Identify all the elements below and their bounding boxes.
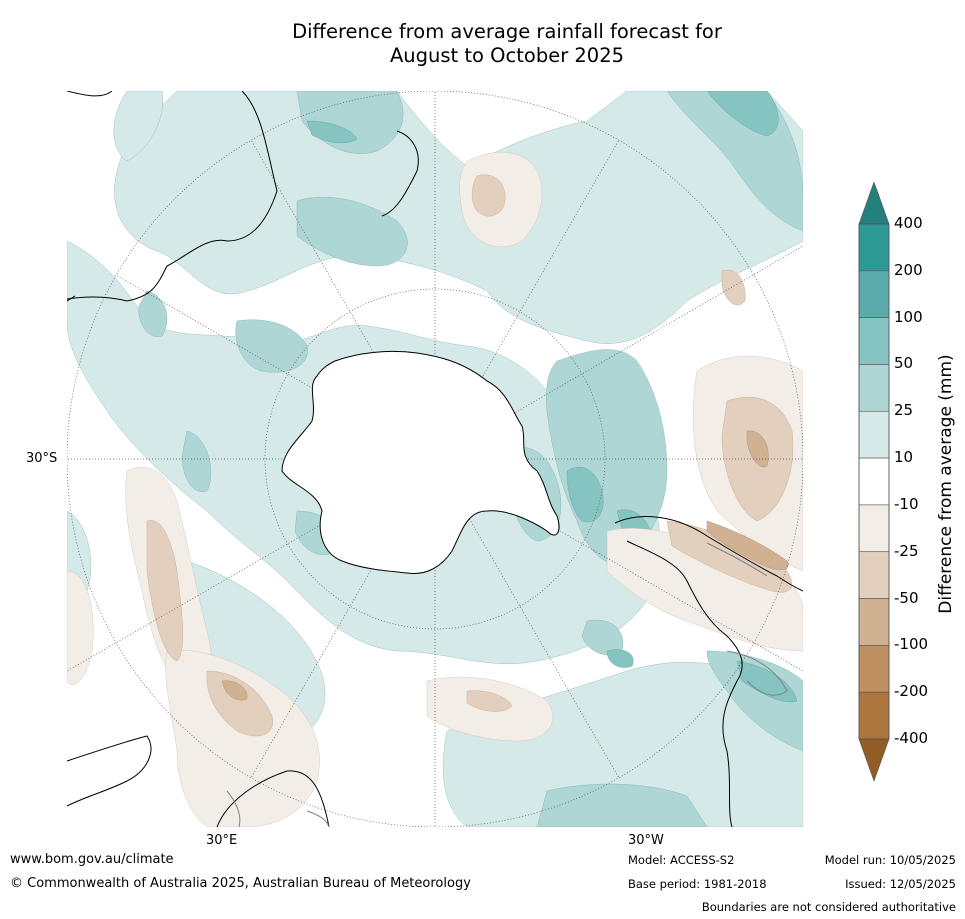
colorbar-title: Difference from average (mm) [936,354,956,614]
colorbar-tick-label: 100 [894,307,923,326]
graticule [67,91,803,827]
footer-model: Model: ACCESS-S2 [628,853,735,867]
footer-base-period: Base period: 1981-2018 [628,877,767,891]
colorbar-bin [858,645,890,693]
colorbar-bin [858,410,890,459]
colorbar-bin [858,364,890,412]
lat-label-30s: 30°S [26,451,58,466]
colorbar-bin [858,691,890,740]
footer-disclaimer: Boundaries are not considered authoritat… [701,900,956,914]
colorbar-bin [858,457,890,506]
colorbar-bin [858,270,890,318]
colorbar-bin [858,738,890,782]
colorbar-tick-label: -10 [894,494,919,513]
colorbar-tick-label: 50 [894,354,914,373]
south-america-coast [614,516,803,827]
title-line-2: August to October 2025 [389,44,625,67]
colorbar-bin [858,317,890,365]
footer-model-run: Model run: 10/05/2025 [824,853,956,867]
southern-africa-coast [67,735,330,827]
south-america-boundaries [706,542,788,696]
colorbar-tick-label: -100 [894,635,929,654]
colorbar-tick-label: 400 [894,214,923,232]
colorbar-tick-label: -25 [894,541,919,560]
footer-url[interactable]: www.bom.gov.au/climate [10,852,174,867]
title-line-1: Difference from average rainfall forecas… [292,20,722,43]
colorbar-tick-label: 200 [894,260,923,279]
chart-title: Difference from average rainfall forecas… [0,20,965,68]
australia-nz-coast [67,91,419,302]
colorbar-tick-label: -200 [894,682,929,701]
colorbar-tick-label: 10 [894,448,914,467]
footer-issued: Issued: 12/05/2025 [845,877,956,891]
colorbar-bin [858,504,890,553]
southern-africa-boundaries [226,790,330,827]
colorbar-bin [858,182,890,225]
antarctica-coastline [281,350,560,575]
footer-copyright: © Commonwealth of Australia 2025, Austra… [10,876,471,891]
colorbar-tick-label: -400 [894,729,929,747]
colorbar-tick-label: 25 [894,401,914,420]
lon-label-30e: 30°E [206,833,238,848]
rainfall-map[interactable] [67,91,803,827]
dry-anomaly-strong [221,430,789,701]
lon-label-30w: 30°W [628,833,664,848]
colorbar-bin [858,223,890,272]
colorbar-bin [858,598,890,646]
colorbar [858,182,890,782]
colorbar-bin [858,551,890,599]
colorbar-tick-label: -50 [894,588,919,607]
